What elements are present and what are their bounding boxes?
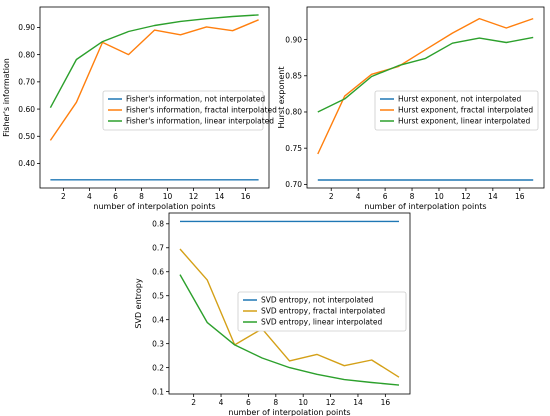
y-tick-label: 0.80 (285, 108, 302, 117)
series-line-1 (317, 17, 534, 155)
y-tick-label: 0.70 (285, 180, 302, 189)
series-line-1 (179, 248, 400, 378)
legend-label-1: Hurst exponent, fractal interpolated (398, 106, 533, 115)
plot-frame (306, 6, 545, 189)
x-tick-label: 2 (329, 192, 334, 201)
x-tick-label: 10 (163, 192, 173, 201)
x-tick-label: 10 (434, 192, 444, 201)
chart-svd-entropy: 2 4 6 8 10 12 14 16 0.1 0.2 0.3 0.4 0.5 0.6 0.7 0.8 numb… (134, 212, 411, 416)
x-tick-label: 8 (410, 192, 415, 201)
y-tick-label: 0.85 (285, 71, 302, 80)
x-tick-label: 14 (488, 192, 498, 201)
x-tick-label: 6 (383, 192, 388, 201)
y-tick-label: 0.60 (18, 105, 35, 114)
x-tick-label: 2 (191, 398, 196, 407)
y-axis-label: Fisher's information (2, 58, 11, 137)
y-tick-label: 0.75 (285, 144, 302, 153)
y-tick-label: 0.3 (152, 339, 164, 348)
legend-label-0: Fisher's information, not interpolated (126, 95, 265, 104)
y-tick-label: 0.5 (152, 291, 164, 300)
legend-box (374, 90, 539, 131)
legend-label-2: Hurst exponent, linear interpolated (398, 117, 530, 126)
x-axis-label: number of interpolation points (93, 202, 215, 211)
x-tick-label: 16 (381, 398, 391, 407)
legend-label-0: Hurst exponent, not interpolated (398, 95, 522, 104)
legend-label-1: Fisher's information, fractal interpolat… (126, 106, 277, 115)
x-tick-label: 8 (139, 192, 144, 201)
legend-label-2: SVD entropy, linear interpolated (261, 318, 382, 327)
y-tick-label: 0.4 (152, 315, 164, 324)
y-tick-label: 0.90 (285, 35, 302, 44)
series-line-1 (49, 19, 259, 141)
x-tick-label: 8 (273, 398, 278, 407)
chart-fishers-information: 2 4 6 8 10 12 14 16 0.40 0.50 0.60 0.70 0.80 0.90 numb… (2, 6, 277, 211)
x-axis-label: number of interpolation points (228, 408, 350, 416)
x-tick-label: 6 (113, 192, 118, 201)
x-tick-label: 12 (326, 398, 336, 407)
y-axis-label: Hurst exponent (277, 67, 286, 129)
plot-frame (168, 212, 411, 395)
legend-box (237, 291, 407, 332)
legend-label-0: SVD entropy, not interpolated (261, 296, 374, 305)
x-tick-label: 4 (219, 398, 224, 407)
legend-label-1: SVD entropy, fractal interpolated (261, 307, 385, 316)
x-tick-label: 14 (353, 398, 363, 407)
x-tick-label: 6 (246, 398, 251, 407)
x-tick-label: 10 (298, 398, 308, 407)
y-tick-label: 0.40 (18, 159, 35, 168)
y-tick-label: 0.2 (152, 363, 164, 372)
chart-hurst-exponent: 2 4 6 8 10 12 14 16 0.70 0.75 0.80 0.85 0.90 number o… (277, 6, 545, 211)
x-tick-label: 12 (461, 192, 471, 201)
x-tick-label: 12 (189, 192, 199, 201)
x-tick-label: 4 (356, 192, 361, 201)
x-tick-label: 16 (241, 192, 251, 201)
y-tick-label: 0.7 (152, 243, 164, 252)
x-tick-label: 4 (87, 192, 92, 201)
y-tick-label: 0.8 (152, 219, 164, 228)
y-tick-label: 0.90 (18, 23, 35, 32)
series-line-2 (317, 36, 534, 113)
x-tick-label: 14 (215, 192, 225, 201)
y-tick-label: 0.50 (18, 132, 35, 141)
plot-frame (39, 6, 270, 189)
series-line-2 (179, 274, 400, 386)
y-tick-label: 0.80 (18, 50, 35, 59)
y-tick-label: 0.6 (152, 267, 164, 276)
y-tick-label: 0.70 (18, 78, 35, 87)
y-axis-label: SVD entropy (134, 278, 143, 328)
y-tick-label: 0.1 (152, 387, 164, 396)
legend-label-2: Fisher's information, linear interpolate… (126, 117, 274, 126)
x-tick-label: 2 (61, 192, 66, 201)
legend-box (102, 90, 264, 131)
x-tick-label: 16 (515, 192, 525, 201)
series-line-2 (49, 14, 259, 109)
x-axis-label: number of interpolation points (364, 202, 486, 211)
